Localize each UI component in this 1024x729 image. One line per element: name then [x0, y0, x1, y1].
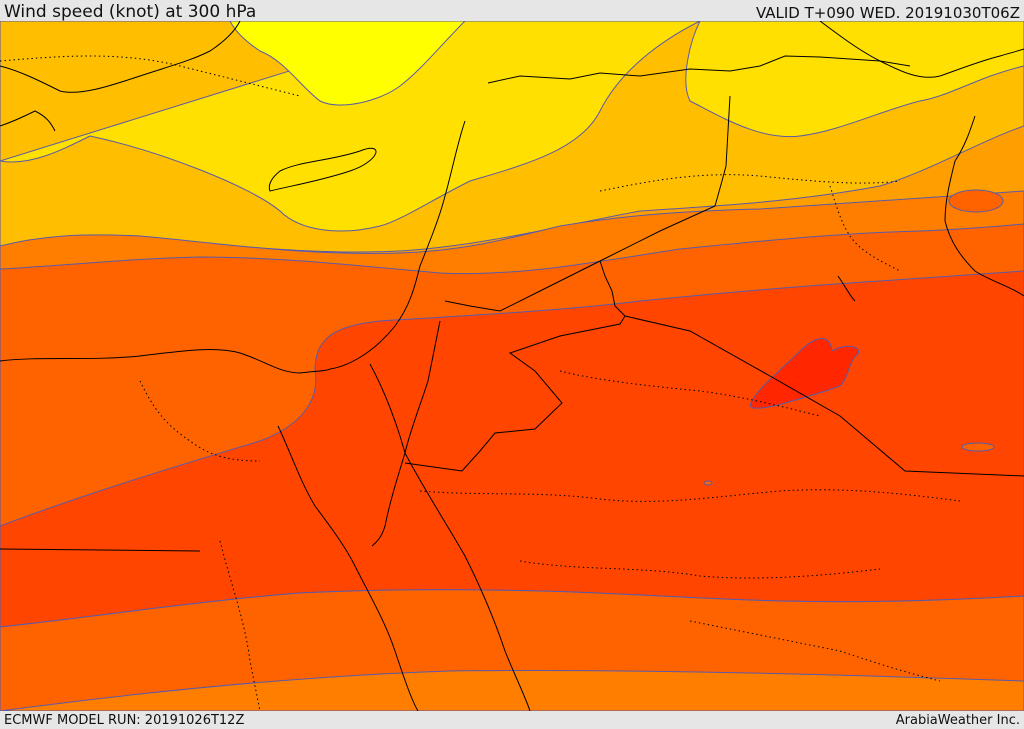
map-title: Wind speed (knot) at 300 hPa — [4, 2, 257, 22]
band-2 — [0, 21, 1024, 232]
contour-small-north — [948, 189, 1004, 213]
valid-time: VALID T+090 WED. 20191030T06Z — [755, 4, 1020, 22]
contour-small-east — [961, 442, 995, 452]
political-borders — [0, 55, 1024, 552]
wind-speed-map[interactable] — [0, 21, 1024, 711]
map-footer: ECMWF MODEL RUN: 20191026T12Z ArabiaWeat… — [0, 711, 1024, 729]
credit: ArabiaWeather Inc. — [895, 713, 1020, 728]
band-1 — [229, 21, 466, 106]
band-5-south — [0, 669, 1024, 711]
band-8 — [749, 338, 860, 409]
coastlines — [0, 21, 1024, 711]
admin-boundaries — [0, 55, 961, 711]
model-run: ECMWF MODEL RUN: 20191026T12Z — [4, 713, 245, 728]
contour-tiny — [703, 480, 713, 486]
map-canvas — [0, 21, 1024, 711]
map-header: Wind speed (knot) at 300 hPa VALID T+090… — [0, 0, 1024, 21]
